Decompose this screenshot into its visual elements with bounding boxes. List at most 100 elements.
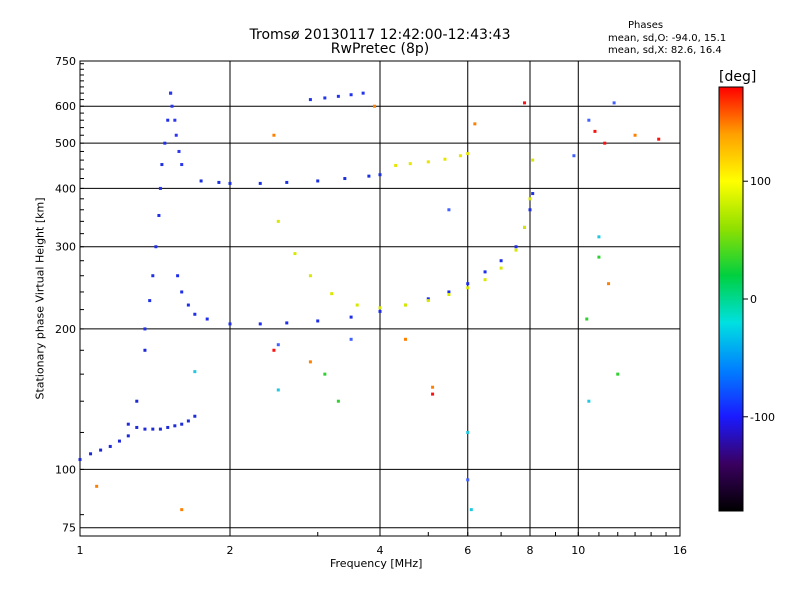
data-point [148,299,152,303]
data-point [426,160,430,164]
y-tick-label: 400 [55,182,76,195]
data-point [228,181,232,185]
chart-title: Tromsø 20130117 12:42:00-12:43:43 [249,27,511,43]
data-point [473,122,477,126]
phases-x-stats: mean, sd,X: 82.6, 16.4 [608,45,722,56]
data-point [174,133,178,137]
data-point [272,348,276,352]
data-point [426,297,430,301]
data-point [587,399,591,403]
x-axis-label: Frequency [MHz] [330,557,423,570]
data-point [403,303,407,307]
data-point [443,157,447,161]
data-point [160,163,164,167]
data-point [180,508,184,512]
data-point [633,133,637,137]
data-point [143,427,147,431]
chart-subtitle: RwPretec (8p) [330,41,430,57]
data-point [466,430,470,434]
data-point [163,141,167,145]
data-point [349,93,353,97]
data-point [523,101,527,105]
y-tick-label: 500 [55,137,76,150]
data-point [378,309,382,313]
data-point [180,422,184,426]
data-point [285,321,289,325]
data-point [349,315,353,319]
data-point [336,94,340,98]
data-point [99,448,103,452]
data-point [158,186,162,190]
data-point [205,317,209,321]
data-point [157,213,161,217]
y-tick-label: 200 [55,323,76,336]
data-point [408,162,412,166]
data-point [367,174,371,178]
data-point [173,424,177,428]
x-tick-label: 8 [527,544,534,557]
data-point [117,439,121,443]
data-point [126,434,130,438]
y-tick-label: 300 [55,241,76,254]
x-tick-label: 1 [77,544,84,557]
data-point [276,219,280,223]
data-point [431,385,435,389]
data-point [166,425,170,429]
data-point [514,245,518,249]
data-point [135,425,139,429]
data-point [186,303,190,307]
data-point [143,327,147,331]
data-point [447,290,451,294]
data-point [343,177,347,181]
data-point [531,158,535,162]
data-point [151,274,155,278]
data-point [330,292,334,296]
data-point [394,163,398,167]
data-point [158,427,162,431]
data-point [177,149,181,153]
data-point [597,255,601,259]
data-point [323,96,327,100]
data-point [95,484,99,488]
data-point [126,422,130,426]
data-point [466,478,470,482]
data-point [186,419,190,423]
data-point [447,208,451,212]
data-point [514,248,518,252]
data-point [193,414,197,418]
data-point [217,180,221,184]
data-point [336,399,340,403]
data-point [469,508,473,512]
data-point [483,270,487,274]
data-point [108,444,112,448]
data-point [597,235,601,239]
data-point [228,322,232,326]
data-point [170,104,174,108]
data-point [523,225,527,229]
data-point [316,319,320,323]
data-point [293,252,297,256]
data-point [458,154,462,158]
colorbar-tick-label: 100 [750,175,771,188]
data-point [431,392,435,396]
data-point [657,137,661,141]
data-point [78,458,82,462]
phases-o-stats: mean, sd,O: -94.0, 15.1 [608,33,727,44]
data-point [572,154,576,158]
data-point [143,348,147,352]
data-point [349,337,353,341]
data-point [166,118,170,122]
data-point [316,179,320,183]
data-point [276,343,280,347]
data-point [499,266,503,270]
x-tick-label: 6 [464,544,471,557]
data-point [466,152,470,156]
data-point [173,118,177,122]
data-point [587,118,591,122]
colorbar-tick-label: 0 [750,293,757,306]
data-point [603,141,607,145]
colorbar [718,86,744,512]
data-point [258,322,262,326]
data-point [169,91,173,95]
y-tick-label: 750 [55,55,76,68]
